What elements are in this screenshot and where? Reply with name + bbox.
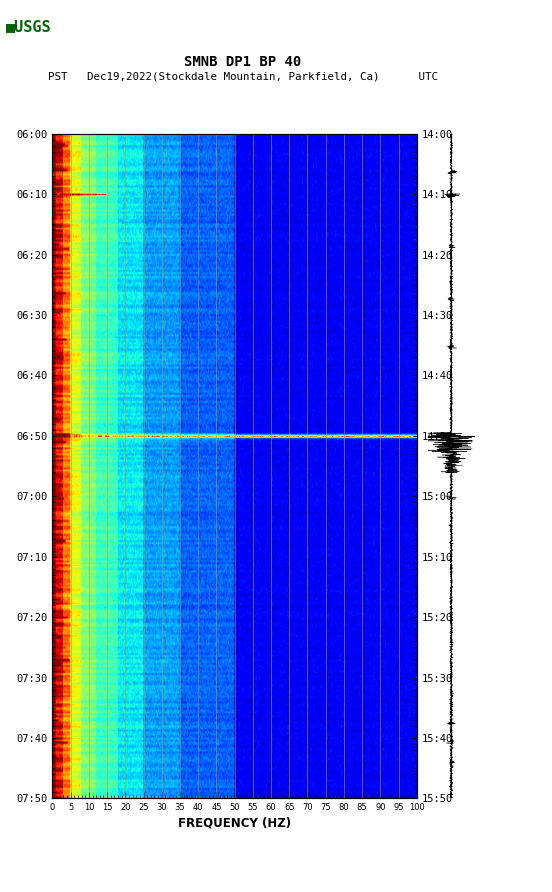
X-axis label: FREQUENCY (HZ): FREQUENCY (HZ)	[178, 816, 291, 830]
Text: SMNB DP1 BP 40: SMNB DP1 BP 40	[184, 55, 301, 70]
Text: ■USGS: ■USGS	[6, 20, 51, 34]
Text: PST   Dec19,2022(Stockdale Mountain, Parkfield, Ca)      UTC: PST Dec19,2022(Stockdale Mountain, Parkf…	[48, 71, 438, 82]
